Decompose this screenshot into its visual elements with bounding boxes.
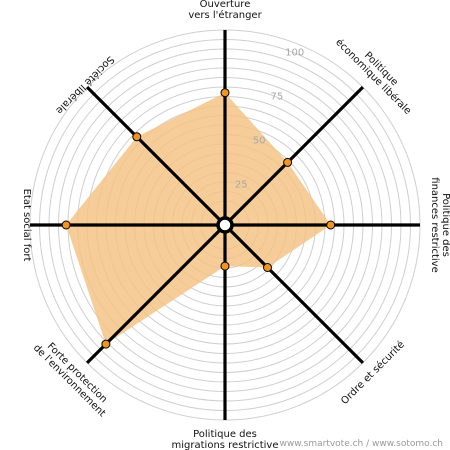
- axis-label-1: Ouverture vers l'étranger: [188, 0, 262, 21]
- ring-labels: 25 50 75 100: [235, 48, 304, 191]
- axis-line-8: [85, 85, 227, 227]
- data-point-7: [61, 220, 71, 230]
- data-point-1: [220, 88, 230, 98]
- center-circle: [216, 216, 234, 234]
- axis-label-line: migrations restrictive: [172, 440, 279, 450]
- profile-area: [66, 92, 331, 345]
- data-point-6: [101, 339, 111, 349]
- data-point-8: [132, 132, 142, 142]
- axis-label-7: Etat social fort: [21, 189, 32, 262]
- ring-label-25: 25: [235, 180, 248, 191]
- ring-label-75: 75: [271, 92, 284, 103]
- credit-text: www.smartvote.ch / www.sotomo.ch: [280, 439, 443, 449]
- profile-area-layer: [66, 92, 331, 345]
- data-point-4: [263, 263, 272, 272]
- ring-label-50: 50: [253, 136, 266, 147]
- axis-label-3: Politique desfinances restrictive: [429, 177, 450, 272]
- axis-line-4: [223, 223, 365, 365]
- axis-label-text-3: Politique desfinances restrictive: [429, 177, 450, 272]
- data-point-5: [220, 261, 230, 271]
- axis-label-line: Politique des: [193, 429, 257, 440]
- axis-label-line: finances restrictive: [429, 177, 440, 272]
- axis-label-line: vers l'étranger: [188, 9, 262, 21]
- ring-label-100: 100: [285, 48, 304, 59]
- axis-label-line: Etat social fort: [21, 189, 32, 262]
- axis-line-6: [85, 223, 227, 365]
- data-point-2: [283, 157, 293, 167]
- axis-label-line: Politique des: [440, 193, 450, 257]
- axis-label-line: Ouverture: [200, 0, 251, 10]
- axis-label-text-7: Etat social fort: [21, 189, 32, 262]
- axis-line-2: [223, 85, 365, 227]
- axis-label-text-5: Politique des migrations restrictive: [172, 429, 279, 450]
- points: [61, 88, 336, 349]
- data-point-3: [326, 220, 336, 230]
- axis-label-text-1: Ouverture vers l'étranger: [188, 0, 262, 21]
- axis-label-5: Politique des migrations restrictive: [172, 429, 279, 450]
